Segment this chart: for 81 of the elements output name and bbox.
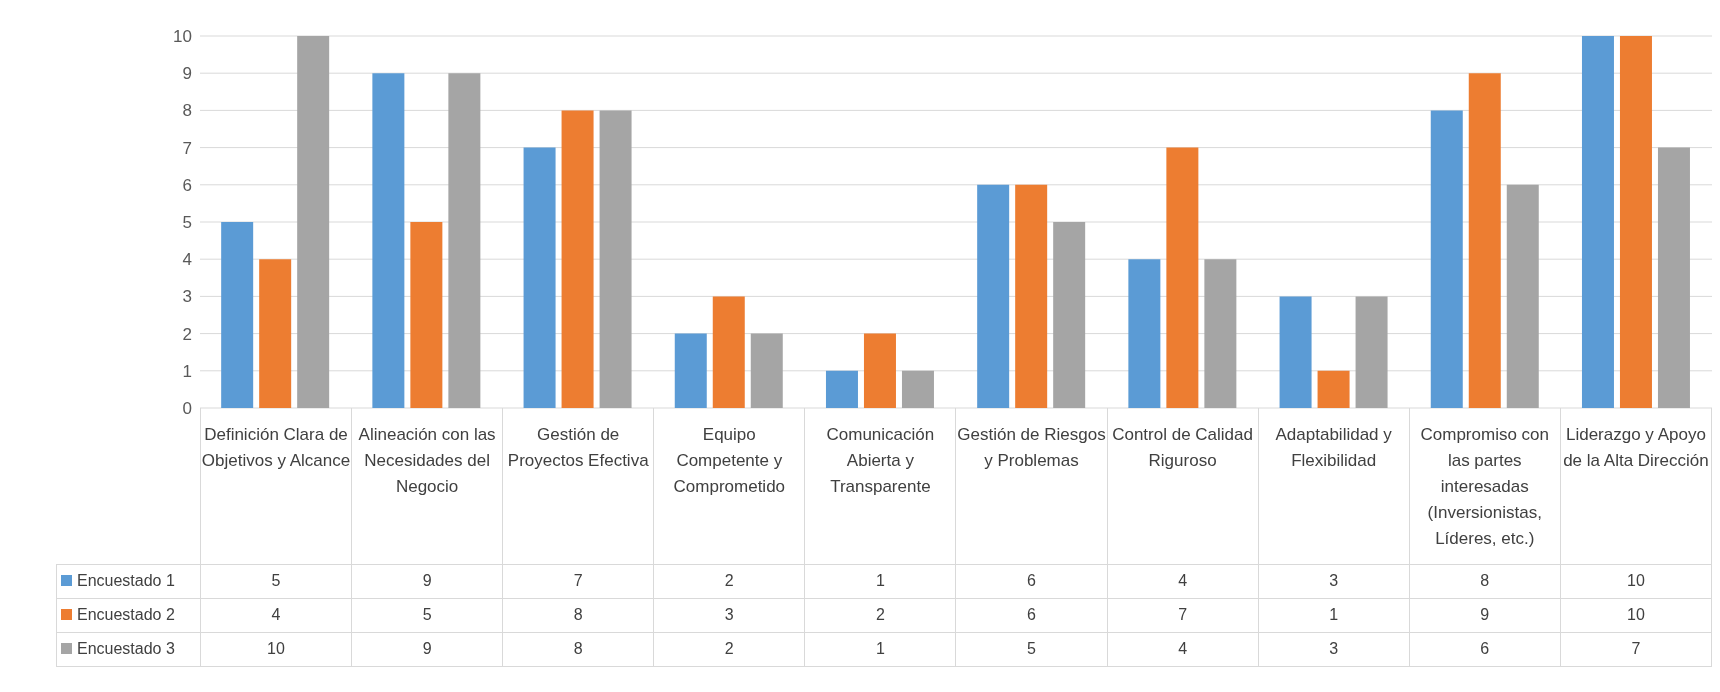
data-label: 9 (351, 564, 503, 598)
legend-label: Encuestado 3 (56, 632, 201, 666)
bar (1430, 110, 1463, 408)
bar (1128, 259, 1161, 408)
data-label: 3 (1258, 564, 1410, 598)
bar (1619, 36, 1652, 408)
bar (901, 370, 934, 408)
x-tick-label: Gestión de Riesgos y Problemas (955, 408, 1108, 564)
bar (1053, 222, 1086, 408)
data-label: 1 (1258, 598, 1410, 632)
y-tick-label: 0 (182, 399, 192, 419)
bar (1657, 147, 1690, 408)
y-tick-label: 10 (173, 27, 192, 47)
y-tick-label: 7 (182, 138, 192, 158)
y-tick-label: 8 (182, 101, 192, 121)
data-label: 10 (1560, 598, 1712, 632)
y-tick-label: 4 (182, 250, 192, 270)
x-tick-label: Liderazgo y Apoyo de la Alta Dirección (1560, 408, 1712, 564)
data-label: 5 (955, 632, 1108, 666)
y-tick-label: 9 (182, 64, 192, 84)
data-label: 3 (1258, 632, 1410, 666)
bar (1468, 73, 1501, 408)
bar (825, 370, 858, 408)
data-label: 1 (804, 564, 956, 598)
bar (448, 73, 481, 408)
y-tick-label: 5 (182, 213, 192, 233)
bar (221, 222, 254, 408)
bar (410, 222, 443, 408)
data-label: 6 (955, 598, 1108, 632)
data-label: 6 (955, 564, 1108, 598)
bar (259, 259, 292, 408)
bar (1355, 296, 1388, 408)
x-tick-label: Control de Calidad Riguroso (1107, 408, 1259, 564)
bar (1166, 147, 1199, 408)
x-tick-label: Gestión de Proyectos Efectiva (502, 408, 654, 564)
data-label: 3 (653, 598, 805, 632)
data-label: 6 (1409, 632, 1561, 666)
bar (1015, 184, 1048, 408)
legend-label: Encuestado 1 (56, 564, 201, 598)
data-label: 5 (351, 598, 503, 632)
x-tick-label: Definición Clara de Objetivos y Alcance (200, 408, 352, 564)
data-label: 8 (502, 598, 654, 632)
bar (297, 36, 330, 408)
y-tick-label: 2 (182, 324, 192, 344)
data-label: 2 (653, 564, 805, 598)
bar (1279, 296, 1312, 408)
bar (1317, 370, 1350, 408)
data-label: 4 (1107, 564, 1259, 598)
x-tick-label: Adaptabilidad y Flexibilidad (1258, 408, 1410, 564)
data-label: 10 (1560, 564, 1712, 598)
y-tick-label: 6 (182, 175, 192, 195)
x-tick-label: Alineación con las Necesidades del Negocio (351, 408, 503, 564)
x-tick-label: Comunicación Abierta y Transparente (804, 408, 956, 564)
data-label: 4 (1107, 632, 1259, 666)
data-label: 2 (804, 598, 956, 632)
data-label: 9 (1409, 598, 1561, 632)
bar (599, 110, 632, 408)
bar (977, 184, 1010, 408)
y-tick-label: 3 (182, 287, 192, 307)
data-label: 7 (1560, 632, 1712, 666)
bar (712, 296, 745, 408)
bar (523, 147, 556, 408)
x-tick-label: Compromiso con las partes interesadas (Inversionistas, Líderes, etc.) (1409, 408, 1561, 564)
data-label: 2 (653, 632, 805, 666)
bar (372, 73, 405, 408)
legend-label: Encuestado 2 (56, 598, 201, 632)
bar (1506, 184, 1539, 408)
bar (561, 110, 594, 408)
data-label: 8 (502, 632, 654, 666)
data-label: 1 (804, 632, 956, 666)
bar (863, 333, 896, 408)
bar (1581, 36, 1614, 408)
x-tick-label: Equipo Competente y Comprometido (653, 408, 805, 564)
y-tick-label: 1 (182, 361, 192, 381)
bar (674, 333, 707, 408)
bar (750, 333, 783, 408)
bar (1204, 259, 1237, 408)
data-label: 8 (1409, 564, 1561, 598)
data-label: 9 (351, 632, 503, 666)
data-label: 7 (502, 564, 654, 598)
data-label: 7 (1107, 598, 1259, 632)
